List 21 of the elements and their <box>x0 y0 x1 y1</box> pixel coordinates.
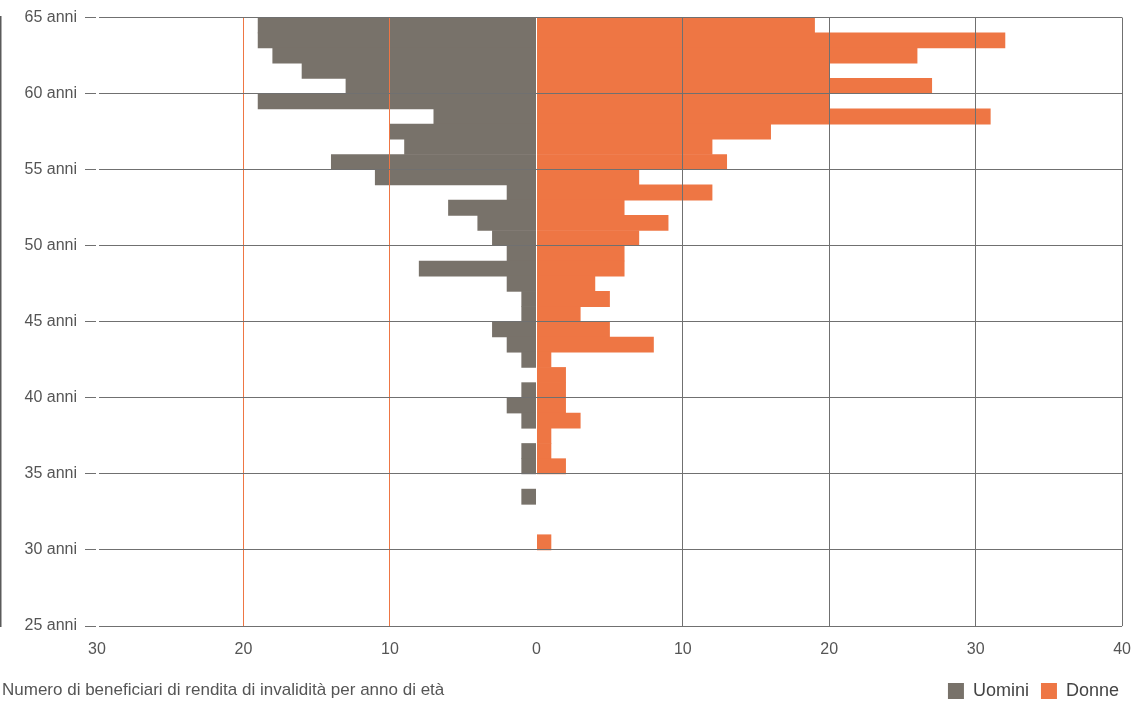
x-tick-label: 10 <box>673 640 692 658</box>
legend-label: Uomini <box>972 679 1029 700</box>
x-tick-label: 20 <box>234 640 253 658</box>
y-tick-label: 35 anni <box>24 464 77 482</box>
y-tick-label: 25 anni <box>24 616 77 634</box>
x-tick-label: 10 <box>380 640 399 658</box>
legend-label: Donne <box>1065 679 1119 700</box>
x-tick-label: 40 <box>1113 640 1132 658</box>
x-tick-label: 30 <box>88 640 106 658</box>
y-tick-label: 65 anni <box>24 8 77 26</box>
y-tick-label: 30 anni <box>24 540 77 558</box>
y-tick-label: 40 anni <box>24 388 77 406</box>
x-axis-title: Numero di beneficiari di rendita di invalidità per anno di età <box>2 679 445 699</box>
x-tick-label: 20 <box>820 640 839 658</box>
x-tick-label: 0 <box>531 640 541 658</box>
y-tick-label: 50 anni <box>24 236 77 254</box>
bar <box>521 488 537 505</box>
y-tick-label: 45 anni <box>24 312 77 330</box>
y-tick-label: 55 anni <box>24 160 77 178</box>
x-tick-label: 30 <box>966 640 985 658</box>
y-tick-label: 60 anni <box>24 84 77 102</box>
